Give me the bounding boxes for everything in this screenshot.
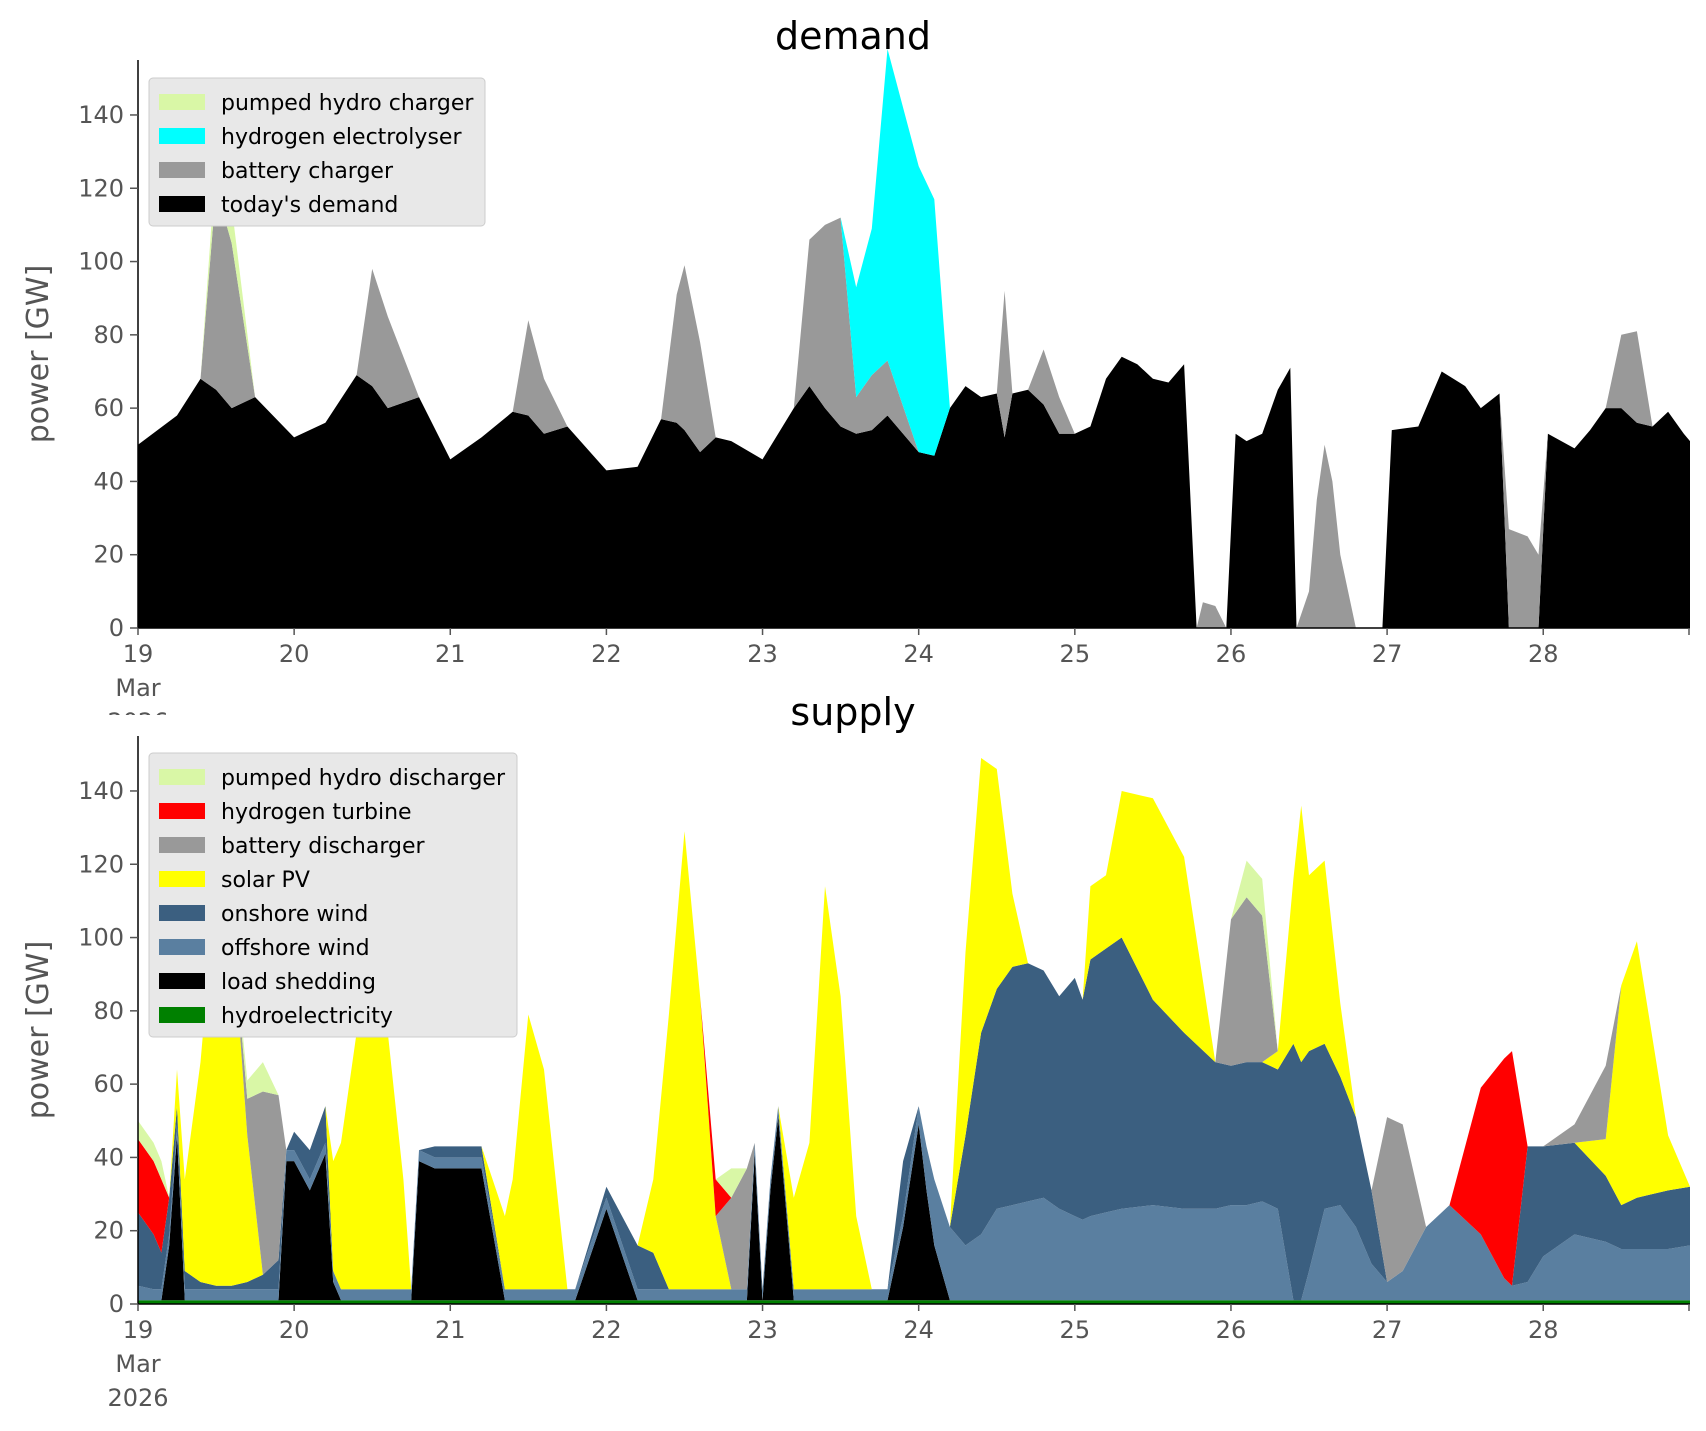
legend-swatch-pumped-hydro-discharger (159, 769, 205, 785)
y-tick-label: 0 (109, 614, 124, 642)
legend-swatch-onshore-wind (159, 905, 205, 921)
legend-swatch-pumped-hydro-charger (159, 94, 205, 110)
y-tick-label: 80 (93, 997, 124, 1025)
x-tick-label: 27 (1372, 640, 1403, 668)
x-tick-label: 2026 (107, 708, 168, 715)
x-tick-label: Mar (115, 1350, 160, 1378)
area-load-shedding (138, 1117, 1690, 1301)
supply-areas (138, 758, 1690, 1304)
legend-label-onshore-wind: onshore wind (221, 902, 368, 927)
legend-label-load-shedding: load shedding (221, 970, 376, 995)
y-tick-label: 20 (93, 541, 124, 569)
y-axis-label: power [GW] (21, 265, 56, 444)
area-offshore-wind (138, 1106, 1690, 1301)
legend-swatch-load-shedding (159, 973, 205, 989)
legend-swatch-solar-pv (159, 871, 205, 887)
x-tick-label: 22 (591, 640, 622, 668)
x-tick-label: 21 (435, 640, 466, 668)
legend-swatch-battery-charger (159, 162, 205, 178)
legend-swatch-today-s-demand (159, 196, 205, 212)
legend-swatch-offshore-wind (159, 939, 205, 955)
legend-label-solar-pv: solar PV (221, 868, 310, 893)
x-tick-label: 23 (747, 640, 778, 668)
x-tick-label: Mar (115, 674, 160, 702)
y-tick-label: 140 (78, 777, 124, 805)
x-tick-label: 24 (903, 1316, 934, 1344)
x-tick-label: 19 (123, 1316, 154, 1344)
y-tick-label: 80 (93, 321, 124, 349)
x-tick-label: 23 (747, 1316, 778, 1344)
area-hydrogen-electrolyser (138, 49, 1690, 628)
legend-label-battery-discharger: battery discharger (221, 834, 426, 859)
legend-label-pumped-hydro-charger: pumped hydro charger (221, 91, 474, 116)
x-tick-label: 21 (435, 1316, 466, 1344)
demand-chart-title: demand (774, 14, 931, 58)
supply-chart-title: supply (790, 690, 916, 734)
y-tick-label: 60 (93, 1070, 124, 1098)
x-tick-label: 24 (903, 640, 934, 668)
y-tick-label: 100 (78, 248, 124, 276)
y-tick-label: 140 (78, 101, 124, 129)
y-tick-label: 120 (78, 174, 124, 202)
x-tick-label: 20 (279, 640, 310, 668)
y-tick-label: 20 (93, 1217, 124, 1245)
legend-label-today-s-demand: today's demand (221, 193, 398, 218)
supply-chart: 0 20 40 60 80 100 120 140 19 Mar 2026 20 21 22 23 24 25 2… (21, 736, 1690, 1412)
y-tick-label: 120 (78, 850, 124, 878)
x-tick-label: 26 (1216, 640, 1247, 668)
legend-label-pumped-hydro-discharger: pumped hydro discharger (221, 766, 506, 791)
legend-box (148, 77, 486, 227)
legend-swatch-hydrogen-turbine (159, 803, 205, 819)
y-tick-label: 0 (109, 1290, 124, 1318)
supply-legend: pumped hydro discharger hydrogen turbine b… (148, 752, 518, 1038)
x-tick-label: 25 (1060, 640, 1091, 668)
y-tick-label: 40 (93, 1143, 124, 1171)
y-tick-label: 60 (93, 394, 124, 422)
demand-areas (138, 49, 1690, 629)
area-today-s-demand (138, 356, 1690, 628)
area-onshore-wind (138, 937, 1690, 1301)
legend-swatch-hydrogen-electrolyser (159, 128, 205, 144)
x-tick-label: 28 (1528, 1316, 1559, 1344)
legend-label-battery-charger: battery charger (221, 159, 394, 184)
x-tick-label: 20 (279, 1316, 310, 1344)
legend-label-hydrogen-electrolyser: hydrogen electrolyser (221, 125, 462, 150)
demand-legend: pumped hydro charger hydrogen electrolyse… (148, 77, 486, 227)
legend-label-offshore-wind: offshore wind (221, 936, 370, 961)
x-tick-label: 2026 (107, 1384, 168, 1412)
demand-chart: 0 20 40 60 80 100 120 140 19 Mar 2026 20 21 22 23 24 25 2… (21, 49, 1690, 715)
y-axis-label: power [GW] (21, 941, 56, 1120)
legend-swatch-battery-discharger (159, 837, 205, 853)
y-tick-label: 100 (78, 924, 124, 952)
legend-box (148, 752, 518, 1038)
x-tick-label: 19 (123, 640, 154, 668)
x-tick-label: 28 (1528, 640, 1559, 668)
area-solar-pv (138, 758, 1690, 1290)
area-battery-charger (138, 188, 1690, 629)
legend-label-hydroelectricity: hydroelectricity (221, 1004, 393, 1029)
y-tick-label: 40 (93, 467, 124, 495)
legend-swatch-hydroelectricity (159, 1007, 205, 1023)
area-hydroelectricity (138, 1300, 1690, 1304)
x-tick-label: 26 (1216, 1316, 1247, 1344)
x-tick-label: 25 (1060, 1316, 1091, 1344)
x-tick-label: 27 (1372, 1316, 1403, 1344)
legend-label-hydrogen-turbine: hydrogen turbine (221, 800, 412, 825)
x-tick-label: 22 (591, 1316, 622, 1344)
